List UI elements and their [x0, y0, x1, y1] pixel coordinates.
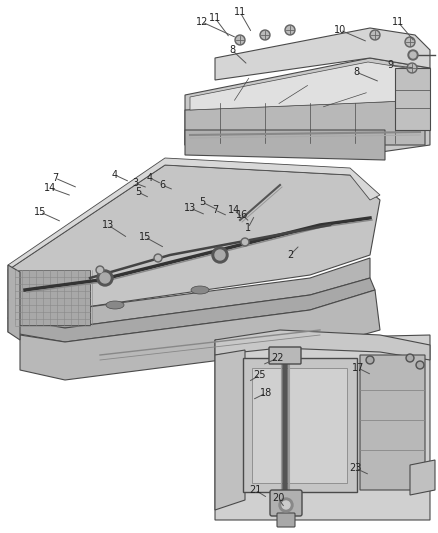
Ellipse shape: [191, 286, 209, 294]
Text: 14: 14: [44, 183, 56, 193]
Text: 8: 8: [353, 67, 359, 77]
Circle shape: [212, 247, 228, 263]
Text: 22: 22: [272, 353, 284, 363]
Text: 7: 7: [52, 173, 58, 183]
Polygon shape: [185, 58, 430, 155]
Text: 4: 4: [112, 170, 118, 180]
Circle shape: [366, 356, 374, 364]
Text: 20: 20: [272, 493, 284, 503]
Polygon shape: [8, 278, 375, 342]
Circle shape: [241, 238, 249, 246]
Polygon shape: [215, 28, 430, 80]
Text: 11: 11: [392, 17, 404, 27]
Text: 10: 10: [334, 25, 346, 35]
Text: 12: 12: [196, 17, 208, 27]
Text: 13: 13: [102, 220, 114, 230]
FancyBboxPatch shape: [243, 358, 357, 492]
Text: 17: 17: [352, 363, 364, 373]
Text: 2: 2: [287, 250, 293, 260]
Polygon shape: [395, 68, 430, 130]
Polygon shape: [215, 350, 245, 510]
Text: 11: 11: [234, 7, 246, 17]
Polygon shape: [8, 165, 380, 310]
Text: 18: 18: [260, 388, 272, 398]
Circle shape: [367, 358, 372, 362]
Text: 13: 13: [184, 203, 196, 213]
Text: 7: 7: [212, 205, 218, 215]
Bar: [15, 270, 90, 325]
Circle shape: [371, 31, 378, 38]
Text: 15: 15: [34, 207, 46, 217]
Polygon shape: [8, 265, 20, 340]
FancyBboxPatch shape: [277, 513, 295, 527]
Text: 11: 11: [209, 13, 221, 23]
Text: 9: 9: [387, 60, 393, 70]
Circle shape: [282, 501, 290, 509]
Polygon shape: [360, 355, 425, 490]
Circle shape: [410, 52, 416, 58]
Circle shape: [235, 35, 245, 45]
Circle shape: [405, 37, 415, 47]
Circle shape: [409, 64, 416, 71]
FancyBboxPatch shape: [270, 490, 302, 516]
Polygon shape: [8, 258, 370, 328]
Circle shape: [416, 361, 424, 369]
Circle shape: [260, 30, 270, 40]
Circle shape: [370, 30, 380, 40]
Text: 6: 6: [159, 180, 165, 190]
Text: 23: 23: [349, 463, 361, 473]
Polygon shape: [8, 158, 380, 270]
Text: 21: 21: [249, 485, 261, 495]
Circle shape: [406, 354, 414, 362]
Polygon shape: [185, 130, 385, 160]
Text: 5: 5: [199, 197, 205, 207]
Text: 4: 4: [147, 173, 153, 183]
Text: 15: 15: [139, 232, 151, 242]
Polygon shape: [410, 460, 435, 495]
Polygon shape: [190, 62, 425, 110]
Polygon shape: [215, 335, 430, 520]
Circle shape: [261, 31, 268, 38]
Text: 25: 25: [254, 370, 266, 380]
Text: 1: 1: [245, 223, 251, 233]
Circle shape: [285, 25, 295, 35]
Circle shape: [100, 273, 110, 283]
Circle shape: [407, 356, 413, 360]
Text: 14: 14: [228, 205, 240, 215]
Text: 3: 3: [132, 178, 138, 188]
Circle shape: [286, 27, 293, 34]
Circle shape: [408, 50, 418, 60]
Circle shape: [237, 36, 244, 44]
Circle shape: [407, 63, 417, 73]
Circle shape: [215, 250, 225, 260]
Circle shape: [98, 268, 102, 272]
Circle shape: [154, 254, 162, 262]
Text: 16: 16: [236, 210, 248, 220]
FancyBboxPatch shape: [252, 368, 347, 483]
Circle shape: [406, 38, 413, 45]
Polygon shape: [185, 100, 425, 145]
Circle shape: [96, 266, 104, 274]
Text: 5: 5: [135, 187, 141, 197]
Circle shape: [97, 270, 113, 286]
Text: 8: 8: [229, 45, 235, 55]
Circle shape: [279, 498, 293, 512]
Circle shape: [417, 362, 423, 367]
Polygon shape: [215, 330, 430, 360]
Circle shape: [243, 239, 247, 245]
Circle shape: [155, 255, 160, 261]
FancyBboxPatch shape: [269, 347, 301, 364]
Polygon shape: [20, 290, 380, 380]
Ellipse shape: [106, 301, 124, 309]
